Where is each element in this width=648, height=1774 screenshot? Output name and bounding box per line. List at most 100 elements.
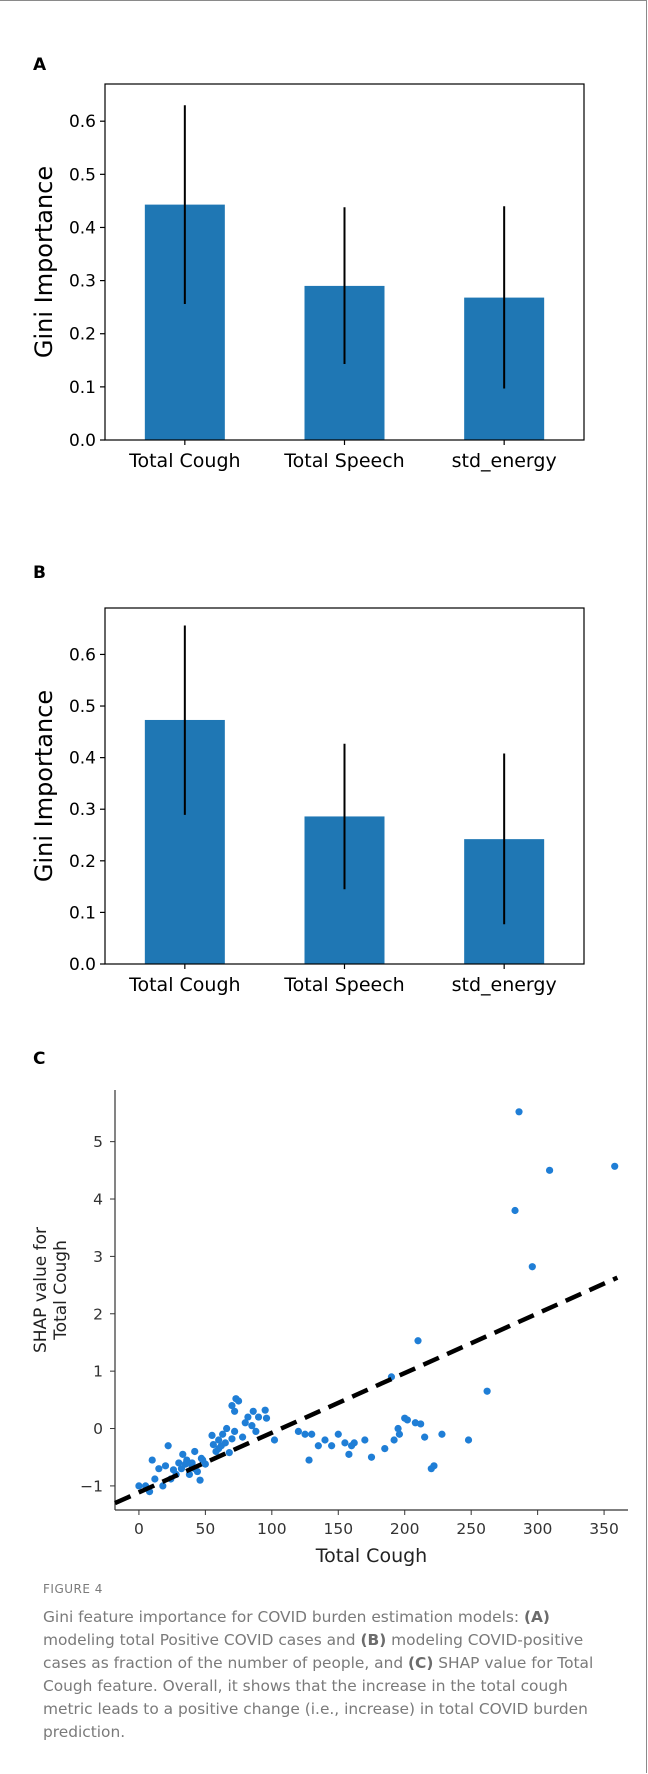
scatter-point [350, 1439, 358, 1447]
scatter-point [221, 1439, 229, 1447]
scatter-point [219, 1430, 227, 1438]
x-tick-label: 150 [323, 1520, 353, 1538]
scatter-point [223, 1424, 231, 1433]
y-tick-label: 0.6 [69, 645, 96, 665]
x-tick-label: 50 [196, 1520, 216, 1538]
scatter-point [464, 1436, 473, 1444]
caption-panel-ref: (B) [360, 1631, 387, 1649]
x-tick-label: 250 [456, 1520, 486, 1538]
y-tick-label: 0.2 [69, 325, 96, 345]
scatter-point [183, 1456, 191, 1464]
scatter-point [159, 1482, 167, 1490]
scatter-point [208, 1431, 216, 1440]
panel-label: C [33, 1049, 45, 1069]
y-tick-label: 0.4 [69, 218, 96, 238]
x-tick-label: Total Speech [283, 974, 404, 996]
y-tick-label: 0.3 [69, 800, 96, 820]
scatter-point [511, 1206, 519, 1215]
scatter-point [231, 1407, 239, 1415]
x-tick-label: 200 [390, 1520, 420, 1538]
y-tick-label: 0.0 [69, 955, 96, 975]
scatter-point [321, 1436, 329, 1444]
panel-label: B [33, 563, 46, 583]
y-tick-label: 0 [93, 1420, 103, 1438]
scatter-point [328, 1442, 336, 1450]
x-tick-label: Total Cough [128, 974, 240, 996]
scatter-point [248, 1422, 256, 1430]
y-tick-label: 5 [93, 1133, 103, 1151]
scatter-point [191, 1447, 199, 1456]
y-axis-label-line: Total Cough [51, 1240, 71, 1341]
chart-panel-c: C 0 50 100 150 200 250 300 350 −1 0 1 2 3 4 5 Total Coug… [31, 1049, 628, 1567]
panel-label: A [33, 55, 47, 75]
scatter-point [234, 1397, 243, 1405]
y-axis-label: Gini Importance [30, 690, 58, 882]
caption-segment: Gini feature importance for COVID burden… [43, 1608, 524, 1626]
scatter-point [225, 1449, 233, 1457]
scatter-point [421, 1433, 429, 1441]
scatter-point [135, 1482, 143, 1490]
scatter-point [231, 1427, 239, 1435]
scatter-point [164, 1442, 172, 1450]
scatter-point [438, 1430, 446, 1438]
scatter-point [390, 1436, 398, 1444]
scatter-point [175, 1459, 183, 1467]
caption-panel-ref: (C) [408, 1654, 434, 1672]
x-tick-label: Total Cough [128, 450, 240, 472]
y-tick-label: 2 [93, 1305, 103, 1323]
figure-label: FIGURE 4 [43, 1582, 103, 1596]
y-tick-label: 0.2 [69, 852, 96, 872]
y-axis-label: Gini Importance [30, 166, 58, 358]
scatter-point [611, 1162, 619, 1170]
plot-frame [104, 83, 585, 441]
x-tick-label: std_energy [452, 974, 557, 996]
scatter-point [148, 1456, 156, 1464]
scatter-point [341, 1439, 349, 1447]
y-tick-label: 0.1 [69, 378, 96, 398]
scatter-point [367, 1453, 376, 1461]
caption-segment: SHAP value for Total Cough feature. Over… [43, 1654, 594, 1741]
scatter-point [545, 1166, 554, 1174]
scatter-point [179, 1450, 187, 1458]
scatter-point [294, 1427, 303, 1435]
scatter-point [254, 1413, 263, 1421]
scatter-point [301, 1430, 309, 1438]
scatter-point [262, 1414, 271, 1422]
scatter-point [314, 1442, 322, 1450]
scatter-point [305, 1456, 313, 1464]
scatter-point [155, 1465, 163, 1473]
caption-panel-ref: (A) [523, 1608, 550, 1626]
chart-panel-a: A Total Cough Total Speech std_energy 0.0 0.1… [30, 55, 585, 472]
y-tick-label: 0.1 [69, 903, 96, 923]
scatter-point [395, 1430, 404, 1438]
scatter-point [528, 1263, 536, 1271]
scatter-point [238, 1433, 247, 1441]
scatter-point [196, 1476, 204, 1484]
scatter-point [201, 1460, 209, 1468]
scatter-point [244, 1413, 252, 1421]
chart-panel-b: B Total Cough Total Speech std_energy 0.0 0.1… [30, 563, 585, 996]
scatter-point [261, 1406, 269, 1414]
scatter-point [334, 1430, 342, 1438]
plot-frame [104, 607, 585, 965]
y-axis-label-line: SHAP value for [31, 1227, 51, 1353]
y-tick-label: 0.0 [69, 431, 96, 451]
y-tick-label: 0.3 [69, 272, 96, 292]
scatter-point [483, 1387, 491, 1395]
scatter-point [209, 1440, 217, 1449]
scatter-point [515, 1108, 523, 1116]
scatter-point [308, 1430, 316, 1438]
y-tick-label: 0.6 [69, 112, 96, 132]
scatter-point [193, 1467, 201, 1476]
x-tick-label: Total Speech [283, 450, 404, 472]
y-tick-label: −1 [80, 1477, 103, 1495]
x-tick-label: 300 [523, 1520, 553, 1538]
scatter-point [361, 1436, 369, 1444]
scatter-point [161, 1462, 170, 1470]
caption-segment: modeling total Positive COVID cases and [43, 1631, 361, 1649]
scatter-point [403, 1416, 411, 1424]
x-tick-label: 350 [589, 1520, 619, 1538]
scatter-point [241, 1419, 249, 1427]
caption-text: Gini feature importance for COVID burden… [43, 1606, 605, 1744]
